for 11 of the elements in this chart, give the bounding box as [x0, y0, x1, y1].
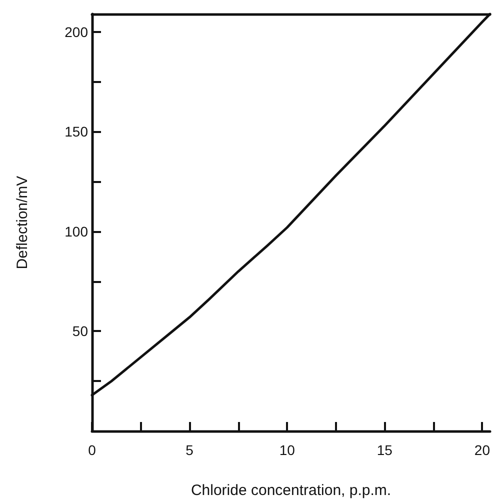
y-axis-title: Deflection/mV	[14, 176, 31, 270]
x-tick-label: 5	[186, 442, 194, 458]
x-tick-label: 15	[376, 442, 393, 458]
x-tick-label: 0	[88, 442, 96, 458]
y-tick-label: 100	[64, 223, 88, 240]
x-tick-label: 20	[474, 442, 490, 458]
y-tick-label: 50	[72, 323, 88, 340]
y-tick-label: 150	[64, 124, 88, 140]
x-axis-title: Chloride concentration, p.p.m.	[190, 482, 392, 499]
x-tick-label: 10	[279, 442, 296, 458]
y-tick-label: 200	[64, 24, 88, 40]
